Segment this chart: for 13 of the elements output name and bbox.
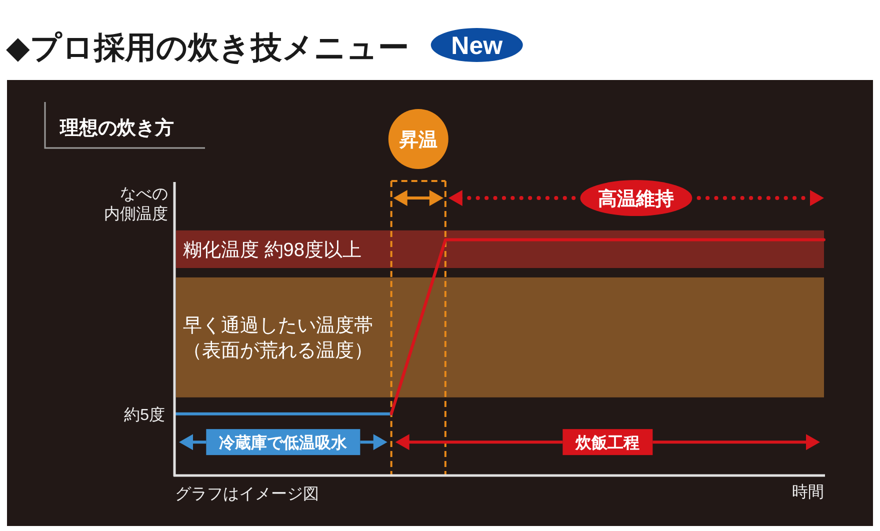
annotation: 炊飯工程: [576, 434, 640, 452]
subtitle: 理想の炊き方: [60, 118, 174, 139]
annotation: New: [451, 32, 503, 60]
annotation: 約5度: [124, 406, 165, 424]
band-label: 糊化温度 約98度以上: [183, 240, 362, 262]
annotation: 時間: [792, 484, 824, 501]
annotation: 高温維持: [598, 188, 674, 210]
title: ◆プロ採用の炊き技メニュー: [6, 30, 409, 65]
annotation: グラフはイメージ図: [175, 486, 319, 503]
ylabel: なべの内側温度: [104, 186, 168, 223]
annotation: 冷蔵庫で低温吸水: [219, 434, 348, 452]
annotation: 昇温: [399, 130, 438, 151]
band-label: 早く通過したい温度帯（表面が荒れる温度）: [183, 316, 373, 362]
